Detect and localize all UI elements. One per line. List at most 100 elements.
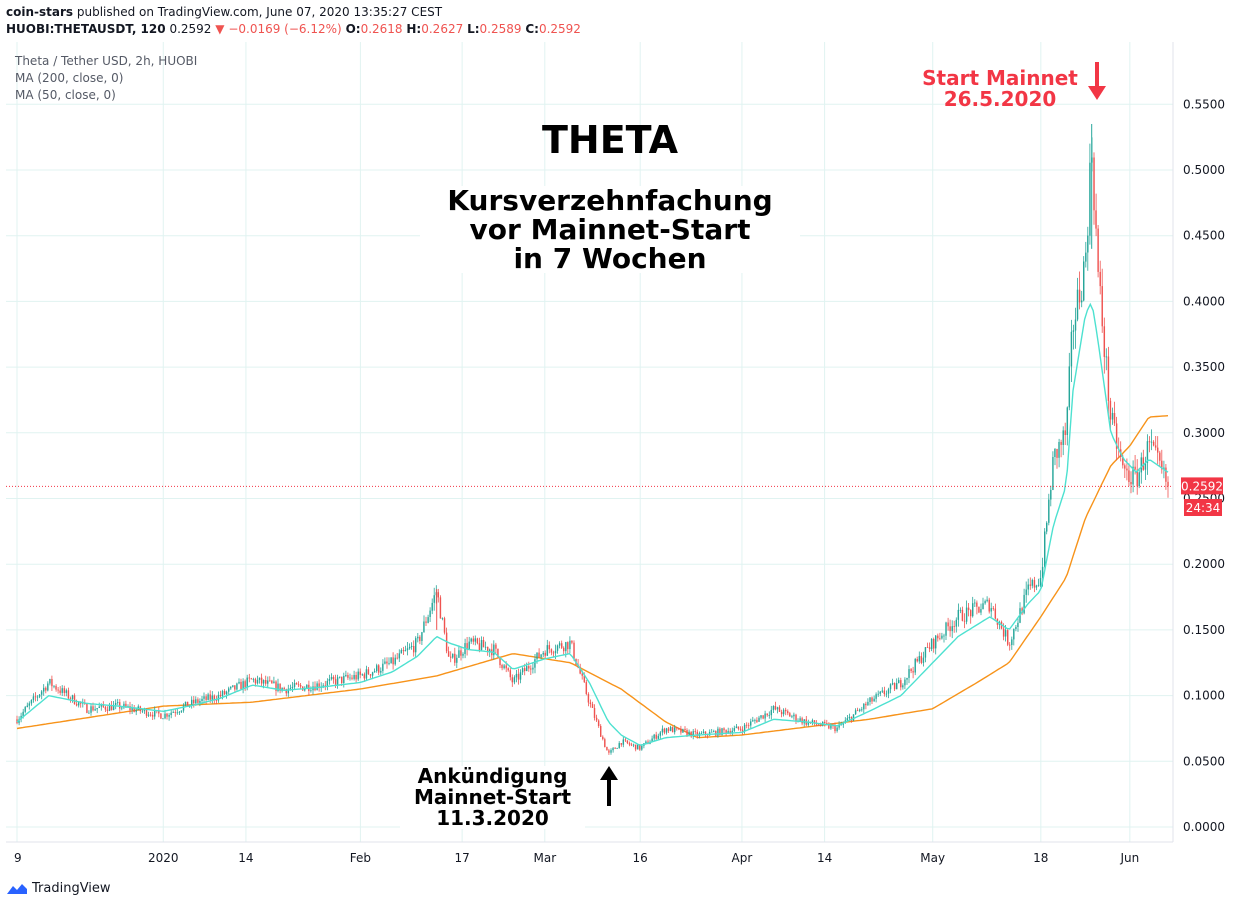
candle xyxy=(795,713,797,724)
candle xyxy=(49,678,51,686)
candle xyxy=(782,708,785,717)
candle xyxy=(780,709,783,718)
candle xyxy=(400,648,403,654)
candle xyxy=(51,675,53,691)
candle xyxy=(994,603,997,620)
candle xyxy=(476,637,479,645)
candle xyxy=(131,704,133,714)
candle xyxy=(721,727,723,736)
candle xyxy=(96,708,98,714)
candle xyxy=(972,596,974,618)
candle xyxy=(669,725,672,732)
candle xyxy=(1085,241,1087,268)
y-tick-label: 0.2000 xyxy=(1183,557,1225,571)
candle xyxy=(912,666,914,679)
candle xyxy=(980,603,982,616)
candle xyxy=(106,706,109,714)
candle xyxy=(731,727,733,736)
candle xyxy=(702,729,705,734)
candle xyxy=(468,636,470,650)
candle xyxy=(462,652,464,659)
candle xyxy=(287,684,290,697)
candle xyxy=(542,651,544,657)
candle xyxy=(906,677,908,685)
candle xyxy=(47,681,49,692)
candle xyxy=(269,676,271,682)
candle xyxy=(267,676,269,688)
candle xyxy=(415,636,417,658)
legend-title[interactable]: Theta / Tether USD, 2h, HUOBI xyxy=(15,54,198,68)
candle xyxy=(916,656,918,663)
candle xyxy=(293,679,296,690)
candle xyxy=(382,659,384,674)
candle xyxy=(410,642,413,650)
announce-arrow xyxy=(600,766,618,806)
candle xyxy=(992,606,995,611)
candle xyxy=(1027,578,1029,596)
candle xyxy=(604,737,606,748)
candle xyxy=(632,743,635,748)
candle xyxy=(1011,636,1013,650)
candle xyxy=(1161,449,1163,474)
candle xyxy=(73,693,76,705)
y-tick-label: 0.5000 xyxy=(1183,163,1225,177)
symbol: HUOBI:THETAUSDT, 120 xyxy=(6,22,166,36)
candle xyxy=(1039,570,1042,588)
candle xyxy=(178,711,181,715)
candle xyxy=(674,724,676,735)
tradingview-logo-icon[interactable] xyxy=(6,882,28,896)
candle xyxy=(123,701,125,710)
candle xyxy=(1074,307,1077,349)
candle xyxy=(803,719,805,727)
y-tick-label: 0.3000 xyxy=(1183,426,1225,440)
candle xyxy=(447,646,450,657)
candle xyxy=(908,665,910,684)
candle xyxy=(1095,193,1097,237)
candle xyxy=(713,729,715,733)
candle xyxy=(1101,268,1103,333)
candle xyxy=(509,668,512,681)
candle xyxy=(158,707,160,718)
publish-date: published on TradingView.com, June 07, 2… xyxy=(76,5,443,19)
candle xyxy=(36,695,39,702)
author-name[interactable]: coin-stars xyxy=(6,5,74,19)
ma200-line xyxy=(16,415,1169,739)
candle xyxy=(628,741,631,747)
legend-ma50[interactable]: MA (50, close, 0) xyxy=(15,88,116,102)
legend-ma200[interactable]: MA (200, close, 0) xyxy=(15,71,124,85)
x-tick-label: Feb xyxy=(350,851,371,865)
candle xyxy=(532,662,534,674)
candle xyxy=(419,635,421,645)
candle xyxy=(388,657,390,666)
candle xyxy=(291,682,294,692)
candle xyxy=(466,637,468,656)
y-tick-label: 0.1000 xyxy=(1183,689,1225,703)
candle xyxy=(1035,584,1038,591)
candle xyxy=(427,614,429,624)
y-tick-label: 0.1500 xyxy=(1183,623,1225,637)
candle xyxy=(207,692,209,701)
candle xyxy=(690,731,692,738)
candle xyxy=(1154,436,1157,451)
candle xyxy=(88,710,90,714)
candle xyxy=(859,708,861,713)
candle xyxy=(423,615,425,633)
candle xyxy=(548,641,551,654)
candle xyxy=(458,645,460,658)
x-tick-label: 9 xyxy=(14,851,22,865)
candle xyxy=(170,709,172,719)
candle xyxy=(310,686,312,693)
candle xyxy=(1062,426,1064,456)
candle xyxy=(990,602,992,618)
candle xyxy=(275,680,277,696)
candle xyxy=(924,647,927,663)
time-axis: 9 2020 14 Feb 17 Mar 16 Apr 14 May 18 Jun xyxy=(14,851,1139,865)
candle xyxy=(600,724,602,737)
footer-brand[interactable]: TradingView xyxy=(32,881,111,896)
candle xyxy=(65,688,68,697)
candle xyxy=(606,746,608,751)
mainnet-arrow xyxy=(1088,62,1106,100)
candle xyxy=(910,668,912,674)
candle xyxy=(242,678,244,694)
